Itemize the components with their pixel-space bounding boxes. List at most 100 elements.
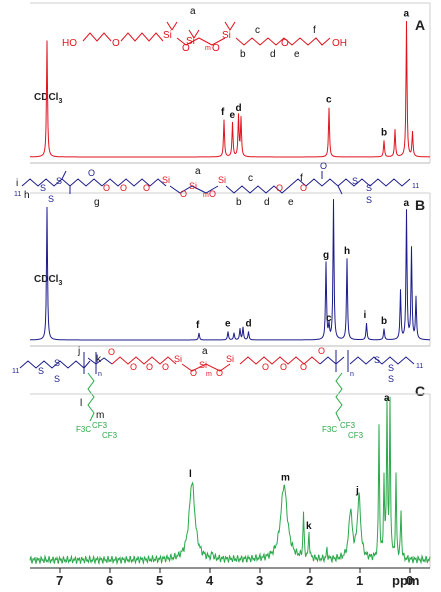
peak-label: e <box>230 110 236 121</box>
peak-label: k <box>306 521 312 532</box>
structure-c-group: S <box>38 366 44 376</box>
structure-a-group: O <box>212 43 220 54</box>
panel-b: B S S S O O O O Si O Si m O Si O <box>14 161 431 347</box>
peak-label: f <box>221 107 225 118</box>
peak-label: b <box>381 316 387 327</box>
x-tick-label: 4 <box>206 573 214 588</box>
structure-a-letter: c <box>255 25 260 36</box>
structure-b-group: S <box>366 195 372 205</box>
structure-b-subscript: 11 <box>412 183 419 190</box>
structure-a-siloxane <box>176 37 226 46</box>
structure-c-siloxane <box>181 363 231 372</box>
structure-b-group: O <box>103 183 110 193</box>
x-axis-label: ppm <box>392 573 419 588</box>
structure-b-methyl-2 <box>337 185 343 195</box>
structure-b-group: S <box>352 176 358 186</box>
structure-c-chain-right <box>239 356 321 365</box>
structure-c-subscript: 11 <box>12 368 19 375</box>
structure-a-chain-right <box>235 37 331 46</box>
structure-b-group: S <box>56 176 62 186</box>
structure-a-group: m <box>205 45 211 52</box>
peak-label: b <box>381 128 387 139</box>
structure-c-group: CF3 <box>348 431 364 440</box>
structure-a-group: Si <box>186 36 195 47</box>
structure-c-group: Si <box>226 354 234 364</box>
structure-a-group: O <box>182 43 190 54</box>
panel-letter-a: A <box>415 17 425 33</box>
structure-a-letter: a <box>190 6 196 17</box>
peak-labels-b: f e d g c h i b a <box>196 198 410 331</box>
spectrum-trace-a <box>29 20 430 158</box>
structure-b <box>21 170 411 195</box>
peak-label: d <box>246 319 252 330</box>
structure-c-group: S <box>388 374 394 384</box>
structure-a-letter: f <box>313 25 316 36</box>
structure-c-letters: j k l m a <box>77 346 208 421</box>
peak-label: e <box>225 319 231 330</box>
structure-a <box>82 21 331 46</box>
structure-c-sidechain-right <box>335 372 343 422</box>
structure-b-group: Si <box>218 175 226 185</box>
structure-c-group: O <box>216 368 223 378</box>
structure-a-group: Si <box>163 30 172 41</box>
structure-c-group: F3C <box>322 425 337 434</box>
structure-a-group: O <box>281 38 289 49</box>
structure-b-subscript: 11 <box>14 191 21 198</box>
structure-c-ester <box>111 356 177 365</box>
panel-letter-b: B <box>415 197 425 213</box>
structure-c-group: CF3 <box>340 421 356 430</box>
structure-c-group: O <box>108 347 115 357</box>
structure-b-chain-ester <box>101 178 167 187</box>
structure-b-group: S <box>40 183 46 193</box>
structure-c-chain-left <box>19 360 91 369</box>
structure-a-letter: e <box>294 49 300 60</box>
structure-a-group: HO <box>62 38 77 49</box>
x-tick-label: 6 <box>106 573 113 588</box>
structure-c-group: O <box>300 362 307 372</box>
peak-label: g <box>323 250 329 261</box>
structure-c-letter: m <box>96 410 104 421</box>
structure-c-group: O <box>162 362 169 372</box>
structure-b-letter: f <box>300 173 303 184</box>
x-tick-label: 5 <box>156 573 163 588</box>
structure-a-chain-left <box>82 32 112 42</box>
structure-c-group: Si <box>199 360 207 370</box>
x-axis-ticks: 7 6 5 4 3 2 1 0 <box>56 568 413 588</box>
peak-labels-c: l m k j a <box>189 393 390 532</box>
structure-c-group: O <box>190 368 197 378</box>
structure-c-group: S <box>388 363 394 373</box>
peak-label: c <box>326 95 332 106</box>
structure-a-letters: a b c d e f <box>190 6 316 60</box>
panel-c: C S S S O O O O Si O Si O <box>12 346 431 568</box>
structure-c-group: F3C <box>76 425 91 434</box>
peak-label: h <box>344 246 350 257</box>
structure-c-group: O <box>130 362 137 372</box>
structure-c-group: CF3 <box>92 421 108 430</box>
peak-label: f <box>196 320 200 331</box>
structure-a-methyl-2 <box>171 21 178 31</box>
peak-label: i <box>364 310 367 321</box>
structure-b-letter: c <box>248 173 253 184</box>
structure-c <box>19 350 415 422</box>
structure-b-letter: a <box>195 166 201 177</box>
structure-a-group: OH <box>332 38 347 49</box>
structure-c-subscript: n <box>98 371 102 378</box>
structure-c-letter: l <box>80 398 82 409</box>
structure-b-letter: i <box>16 178 18 189</box>
structure-c-letter: j <box>77 346 80 357</box>
panel-a: A HO O Si O Si m O Si O OH <box>29 2 431 164</box>
structure-a-group: Si <box>222 30 231 41</box>
x-tick-label: 7 <box>56 573 63 588</box>
structure-b-group: O <box>180 189 187 199</box>
structure-b-group: m <box>203 192 209 199</box>
structure-a-methyl-6 <box>229 21 236 31</box>
structure-b-group: O <box>209 189 216 199</box>
structure-b-group: S <box>366 183 372 193</box>
structure-a-letter: b <box>240 49 246 60</box>
structure-b-group: Si <box>162 175 170 185</box>
structure-a-group: O <box>112 38 120 49</box>
peak-label: m <box>281 473 290 484</box>
peak-label: l <box>189 469 192 480</box>
structure-b-letter: g <box>94 197 100 208</box>
